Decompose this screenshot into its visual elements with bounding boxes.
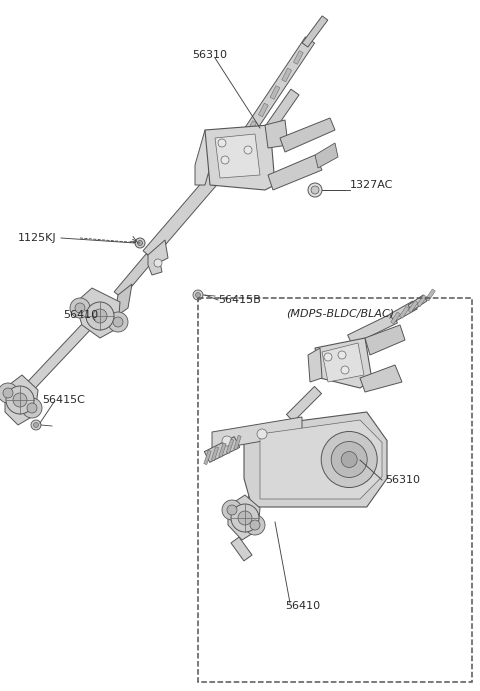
Polygon shape [268, 155, 322, 190]
Polygon shape [235, 37, 314, 148]
Circle shape [257, 429, 267, 439]
Circle shape [308, 183, 322, 197]
Text: (MDPS-BLDC/BLAC): (MDPS-BLDC/BLAC) [286, 308, 394, 318]
Circle shape [221, 156, 229, 164]
Polygon shape [408, 295, 427, 311]
Polygon shape [265, 120, 288, 148]
Polygon shape [426, 289, 435, 301]
Polygon shape [148, 240, 168, 275]
Circle shape [250, 520, 260, 530]
Polygon shape [235, 138, 245, 152]
Polygon shape [282, 68, 291, 82]
Polygon shape [399, 306, 409, 319]
Circle shape [195, 292, 201, 298]
Circle shape [244, 146, 252, 154]
Polygon shape [258, 103, 268, 117]
Polygon shape [143, 144, 245, 259]
Circle shape [311, 186, 319, 194]
Polygon shape [322, 343, 364, 382]
Circle shape [70, 298, 90, 318]
Circle shape [321, 431, 377, 487]
Circle shape [34, 422, 38, 428]
Polygon shape [228, 495, 260, 540]
Polygon shape [212, 417, 302, 450]
Polygon shape [211, 446, 219, 461]
Circle shape [222, 436, 232, 446]
Bar [198, 298, 472, 682]
Polygon shape [365, 325, 405, 355]
Text: 1327AC: 1327AC [350, 180, 394, 190]
Circle shape [113, 317, 123, 327]
Polygon shape [270, 86, 280, 100]
Circle shape [331, 442, 367, 477]
Polygon shape [244, 412, 387, 507]
Circle shape [6, 386, 34, 414]
Polygon shape [280, 118, 335, 152]
Circle shape [135, 238, 145, 248]
Circle shape [154, 259, 162, 267]
Polygon shape [247, 121, 257, 134]
Polygon shape [195, 130, 215, 185]
Polygon shape [260, 420, 382, 499]
Polygon shape [315, 338, 372, 388]
Circle shape [108, 312, 128, 332]
Circle shape [324, 353, 332, 361]
Circle shape [31, 420, 41, 430]
Polygon shape [234, 435, 241, 450]
Polygon shape [302, 16, 328, 47]
Polygon shape [308, 348, 322, 382]
Circle shape [218, 139, 226, 147]
Circle shape [27, 403, 37, 413]
Circle shape [93, 309, 107, 323]
Polygon shape [114, 254, 154, 299]
Circle shape [75, 303, 85, 313]
Polygon shape [241, 422, 304, 515]
Circle shape [238, 511, 252, 525]
Text: 56310: 56310 [385, 475, 420, 485]
Polygon shape [226, 439, 234, 453]
Text: 56310: 56310 [192, 50, 227, 60]
Polygon shape [231, 537, 252, 561]
Circle shape [22, 398, 42, 418]
Polygon shape [219, 443, 226, 457]
Polygon shape [287, 386, 322, 422]
Polygon shape [390, 301, 417, 322]
Polygon shape [114, 284, 132, 318]
Polygon shape [215, 134, 260, 178]
Circle shape [341, 451, 357, 468]
Text: 56410: 56410 [63, 310, 98, 320]
Text: 56410: 56410 [285, 601, 320, 611]
Circle shape [3, 388, 13, 398]
Polygon shape [204, 451, 211, 464]
Circle shape [0, 383, 18, 403]
Polygon shape [293, 50, 303, 64]
Polygon shape [417, 295, 427, 307]
Polygon shape [391, 312, 400, 324]
Polygon shape [5, 375, 38, 425]
Polygon shape [266, 89, 299, 131]
Text: 56415C: 56415C [42, 395, 85, 405]
Polygon shape [18, 321, 92, 399]
Circle shape [341, 366, 349, 374]
Polygon shape [348, 313, 397, 345]
Circle shape [137, 240, 143, 245]
Circle shape [13, 393, 27, 407]
Circle shape [231, 504, 259, 532]
Polygon shape [204, 437, 240, 462]
Circle shape [193, 290, 203, 300]
Circle shape [227, 505, 237, 515]
Circle shape [86, 302, 114, 330]
Circle shape [338, 351, 346, 359]
Polygon shape [205, 125, 275, 190]
Polygon shape [408, 301, 418, 312]
Circle shape [222, 500, 242, 520]
Text: 1125KJ: 1125KJ [18, 233, 57, 243]
Circle shape [245, 515, 265, 535]
Text: 56415B: 56415B [218, 295, 261, 305]
Polygon shape [360, 365, 402, 392]
Polygon shape [75, 288, 120, 338]
Polygon shape [315, 143, 338, 168]
